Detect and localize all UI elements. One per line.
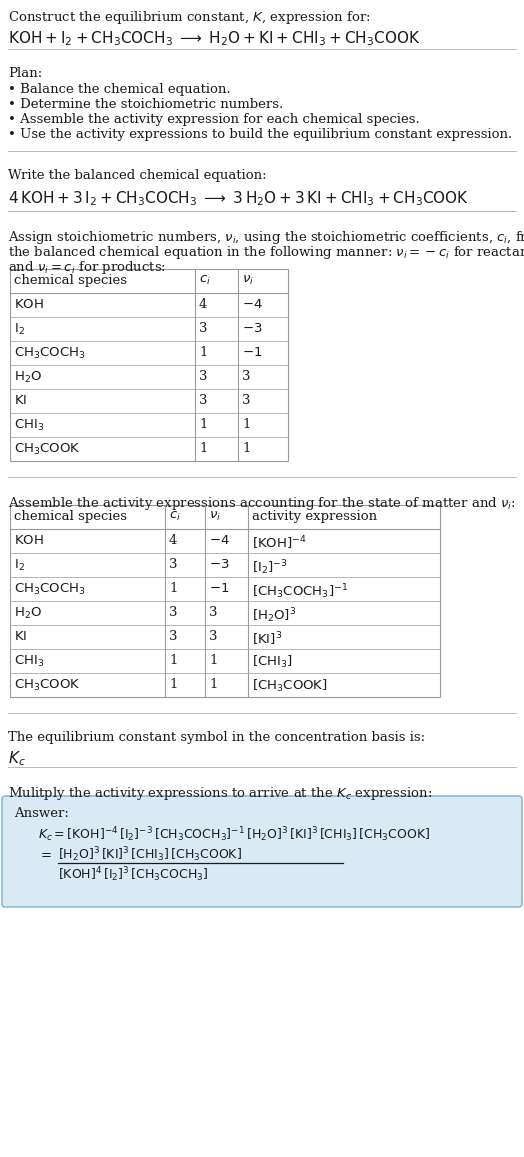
Text: 1: 1 [209, 654, 217, 666]
Text: $\mathrm{CH_3COOK}$: $\mathrm{CH_3COOK}$ [14, 442, 81, 457]
Text: 1: 1 [199, 346, 208, 359]
Text: $K_c$: $K_c$ [8, 749, 26, 768]
Text: $[\mathrm{KOH}]^{-4}$: $[\mathrm{KOH}]^{-4}$ [252, 535, 307, 552]
Text: The equilibrium constant symbol in the concentration basis is:: The equilibrium constant symbol in the c… [8, 731, 425, 744]
Text: 3: 3 [169, 606, 178, 619]
Text: $\mathrm{CHI_3}$: $\mathrm{CHI_3}$ [14, 418, 45, 433]
Text: • Use the activity expressions to build the equilibrium constant expression.: • Use the activity expressions to build … [8, 128, 512, 141]
Text: 3: 3 [209, 631, 217, 643]
Text: $[\mathrm{CH_3COCH_3}]^{-1}$: $[\mathrm{CH_3COCH_3}]^{-1}$ [252, 582, 348, 600]
Text: • Balance the chemical equation.: • Balance the chemical equation. [8, 83, 231, 96]
Text: activity expression: activity expression [252, 510, 377, 523]
Text: $[\mathrm{CHI_3}]$: $[\mathrm{CHI_3}]$ [252, 654, 293, 670]
Text: 3: 3 [199, 370, 208, 383]
Text: Construct the equilibrium constant, $K$, expression for:: Construct the equilibrium constant, $K$,… [8, 9, 370, 25]
Text: $\mathrm{CH_3COCH_3}$: $\mathrm{CH_3COCH_3}$ [14, 582, 86, 597]
Text: $K_c = [\mathrm{KOH}]^{-4}\,[\mathrm{I_2}]^{-3}\,[\mathrm{CH_3COCH_3}]^{-1}\,[\m: $K_c = [\mathrm{KOH}]^{-4}\,[\mathrm{I_2… [38, 825, 430, 843]
Text: $-4$: $-4$ [209, 535, 230, 547]
Text: 3: 3 [199, 395, 208, 407]
Text: Answer:: Answer: [14, 806, 69, 820]
Text: $[\mathrm{I_2}]^{-3}$: $[\mathrm{I_2}]^{-3}$ [252, 558, 288, 576]
Text: 1: 1 [209, 678, 217, 691]
Text: $\mathrm{I_2}$: $\mathrm{I_2}$ [14, 322, 25, 337]
Text: $[\mathrm{H_2O}]^3\,[\mathrm{KI}]^3\,[\mathrm{CHI_3}]\,[\mathrm{CH_3COOK}]$: $[\mathrm{H_2O}]^3\,[\mathrm{KI}]^3\,[\m… [58, 845, 242, 863]
Text: 1: 1 [169, 582, 178, 595]
Text: $\nu_i$: $\nu_i$ [209, 510, 221, 523]
Text: 3: 3 [209, 606, 217, 619]
Text: $\mathrm{KOH + I_2 + CH_3COCH_3 \;\longrightarrow\; H_2O + KI + CHI_3 + CH_3COOK: $\mathrm{KOH + I_2 + CH_3COCH_3 \;\longr… [8, 29, 421, 47]
Text: $\mathrm{4\,KOH + 3\,I_2 + CH_3COCH_3 \;\longrightarrow\; 3\,H_2O + 3\,KI + CHI_: $\mathrm{4\,KOH + 3\,I_2 + CH_3COCH_3 \;… [8, 189, 469, 208]
Text: 1: 1 [169, 654, 178, 666]
Text: $=$: $=$ [38, 847, 52, 860]
Text: $\mathrm{H_2O}$: $\mathrm{H_2O}$ [14, 370, 42, 385]
Text: chemical species: chemical species [14, 510, 127, 523]
Text: • Determine the stoichiometric numbers.: • Determine the stoichiometric numbers. [8, 98, 283, 111]
Text: Plan:: Plan: [8, 67, 42, 80]
Text: 3: 3 [242, 370, 250, 383]
Text: and $\nu_i = c_i$ for products:: and $\nu_i = c_i$ for products: [8, 259, 166, 277]
Text: $-4$: $-4$ [242, 299, 263, 311]
Text: 3: 3 [199, 322, 208, 336]
Text: 3: 3 [169, 631, 178, 643]
Text: $[\mathrm{KOH}]^4\,[\mathrm{I_2}]^3\,[\mathrm{CH_3COCH_3}]$: $[\mathrm{KOH}]^4\,[\mathrm{I_2}]^3\,[\m… [58, 865, 209, 884]
Text: Assemble the activity expressions accounting for the state of matter and $\nu_i$: Assemble the activity expressions accoun… [8, 495, 516, 513]
Bar [10, 504, 440, 697]
Text: 3: 3 [169, 558, 178, 572]
Text: $\mathrm{KI}$: $\mathrm{KI}$ [14, 395, 27, 407]
Text: $[\mathrm{KI}]^3$: $[\mathrm{KI}]^3$ [252, 631, 282, 648]
FancyBboxPatch shape [2, 796, 522, 907]
Text: $-1$: $-1$ [242, 346, 263, 359]
Text: 1: 1 [199, 418, 208, 432]
Text: $[\mathrm{H_2O}]^3$: $[\mathrm{H_2O}]^3$ [252, 606, 297, 625]
Text: 4: 4 [169, 535, 178, 547]
Text: $\mathrm{CH_3COOK}$: $\mathrm{CH_3COOK}$ [14, 678, 81, 693]
Text: $\mathrm{KI}$: $\mathrm{KI}$ [14, 631, 27, 643]
Text: $\mathrm{I_2}$: $\mathrm{I_2}$ [14, 558, 25, 573]
Text: $-3$: $-3$ [209, 558, 230, 572]
Text: • Assemble the activity expression for each chemical species.: • Assemble the activity expression for e… [8, 113, 420, 126]
Text: $\mathrm{CH_3COCH_3}$: $\mathrm{CH_3COCH_3}$ [14, 346, 86, 361]
Text: 1: 1 [242, 442, 250, 455]
Text: $\mathrm{KOH}$: $\mathrm{KOH}$ [14, 299, 43, 311]
Text: Write the balanced chemical equation:: Write the balanced chemical equation: [8, 169, 267, 182]
Text: 1: 1 [242, 418, 250, 432]
Bar [10, 268, 288, 460]
Text: 1: 1 [169, 678, 178, 691]
Text: 1: 1 [199, 442, 208, 455]
Text: chemical species: chemical species [14, 274, 127, 287]
Text: $c_i$: $c_i$ [169, 510, 181, 523]
Text: 4: 4 [199, 299, 208, 311]
Text: the balanced chemical equation in the following manner: $\nu_i = -c_i$ for react: the balanced chemical equation in the fo… [8, 244, 524, 261]
Text: $\mathrm{CHI_3}$: $\mathrm{CHI_3}$ [14, 654, 45, 669]
Text: $\nu_i$: $\nu_i$ [242, 274, 254, 287]
Text: Assign stoichiometric numbers, $\nu_i$, using the stoichiometric coefficients, $: Assign stoichiometric numbers, $\nu_i$, … [8, 229, 524, 246]
Text: 3: 3 [242, 395, 250, 407]
Text: $\mathrm{H_2O}$: $\mathrm{H_2O}$ [14, 606, 42, 621]
Text: Mulitply the activity expressions to arrive at the $K_c$ expression:: Mulitply the activity expressions to arr… [8, 784, 432, 802]
Text: $[\mathrm{CH_3COOK}]$: $[\mathrm{CH_3COOK}]$ [252, 678, 328, 694]
Text: $c_i$: $c_i$ [199, 274, 211, 287]
Text: $-1$: $-1$ [209, 582, 230, 595]
Text: $\mathrm{KOH}$: $\mathrm{KOH}$ [14, 535, 43, 547]
Text: $-3$: $-3$ [242, 322, 263, 336]
